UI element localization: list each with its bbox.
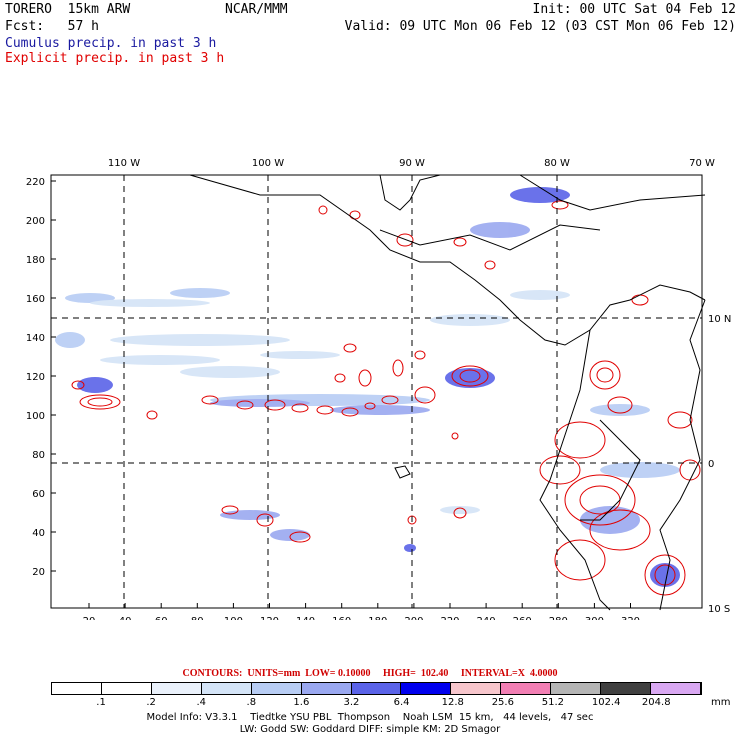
colorbar-swatch [52,683,102,694]
x-tick-label: 200 [404,616,423,620]
latitude-label: 0 [708,459,714,470]
x-tick-label: 100 [224,616,243,620]
x-tick-label: 300 [585,616,604,620]
explicit-legend: Explicit precip. in past 3 h [5,51,225,66]
y-tick-label: 20 [32,567,45,578]
longitude-labels: 110 W 100 W 90 W 80 W 70 W [108,158,715,169]
longitude-label: 100 W [252,158,284,169]
y-tick-label: 200 [26,216,45,227]
colorbar-label: .4 [196,697,206,708]
x-tick-label: 20 [83,616,96,620]
latitude-label: 10 S [708,604,730,615]
contours-high: HIGH= 102.40 [382,668,449,679]
contours-label: CONTOURS: [182,668,243,679]
colorbar [51,682,702,695]
colorbar-label: 25.6 [491,697,514,708]
colorbar-swatch [201,683,252,694]
longitude-label: 110 W [108,158,140,169]
x-tick-label: 160 [332,616,351,620]
cumulus-legend: Cumulus precip. in past 3 h [5,36,217,51]
latitude-label: 10 N [708,314,731,325]
model-title: TORERO 15km ARW [5,2,131,17]
y-tick-label: 160 [26,294,45,305]
colorbar-swatch [101,683,152,694]
contours-info: CONTOURS: UNITS=mm LOW= 0.10000 HIGH= 10… [0,668,740,679]
x-tick-label: 40 [119,616,132,620]
colorbar-label: 1.6 [293,697,310,708]
y-tick-label: 80 [32,450,45,461]
cumulus-precip-shading [55,187,680,587]
org-label: NCAR/MMM [225,2,288,17]
map-frame [50,174,703,609]
colorbar-swatch [401,683,452,694]
y-tick-label: 180 [26,255,45,266]
latitude-labels: 10 N 0 10 S [708,314,731,615]
model-info-line1: Model Info: V3.3.1 Tiedtke YSU PBL Thomp… [146,712,594,723]
model-info-line2: LW: Godd SW: Goddard DIFF: simple KM: 2D… [239,724,501,735]
longitude-label: 80 W [544,158,570,169]
y-tick-label: 40 [32,528,45,539]
colorbar-swatch [551,683,602,694]
y-tick-label: 140 [26,333,45,344]
colorbar-swatch [351,683,402,694]
colorbar-swatch [251,683,302,694]
coastlines [189,174,706,611]
x-tick-label: 180 [368,616,387,620]
y-tick-label: 60 [32,489,45,500]
colorbar-label: 3.2 [343,697,360,708]
colorbar-label: .2 [146,697,156,708]
x-tick-label: 320 [621,616,640,620]
x-tick-label: 80 [191,616,204,620]
colorbar-swatch [151,683,202,694]
colorbar-swatch [651,683,701,694]
colorbar-label: 12.8 [441,697,464,708]
x-tick-label: 140 [296,616,315,620]
y-tick-label: 220 [26,177,45,188]
forecast-hour: Fcst: 57 h [5,19,99,34]
contours-low: LOW= 0.10000 [305,668,371,679]
x-tick-label: 220 [440,616,459,620]
colorbar-label: .1 [96,697,106,708]
x-tick-label: 240 [477,616,496,620]
x-tick-label: 280 [549,616,568,620]
y-axis-ticks: 220 200 180 160 140 120 100 80 60 40 20 [26,177,56,578]
colorbar-swatch [301,683,352,694]
contours-units: UNITS=mm [247,668,301,679]
colorbar-swatch [451,683,502,694]
graticule [51,175,702,608]
colorbar-label: 6.4 [393,697,410,708]
explicit-precip-contours [71,200,701,596]
colorbar-swatch [601,683,652,694]
colorbar-label: 204.8 [641,697,671,708]
valid-time: Valid: 09 UTC Mon 06 Feb 12 (03 CST Mon … [344,19,736,34]
colorbar-swatch [501,683,552,694]
x-tick-label: 120 [260,616,279,620]
y-tick-label: 120 [26,372,45,383]
y-tick-label: 100 [26,411,45,422]
init-time: Init: 00 UTC Sat 04 Feb 12 [532,2,737,17]
precipitation-map: 2040608010012014016018020022024026028030… [26,158,731,620]
x-tick-label: 60 [155,616,168,620]
contours-interval: INTERVAL=X 4.0000 [460,668,558,679]
x-tick-label: 260 [513,616,532,620]
longitude-label: 90 W [399,158,425,169]
longitude-label: 70 W [689,158,715,169]
colorbar-label: .8 [246,697,257,708]
x-axis-ticks: 20 40 60 80 100 120 140 160 180 200 220 240 260 280 30… [83,603,640,620]
colorbar-label: 51.2 [541,697,565,708]
colorbar-units: mm [711,697,731,708]
colorbar-label: 102.4 [591,697,621,708]
